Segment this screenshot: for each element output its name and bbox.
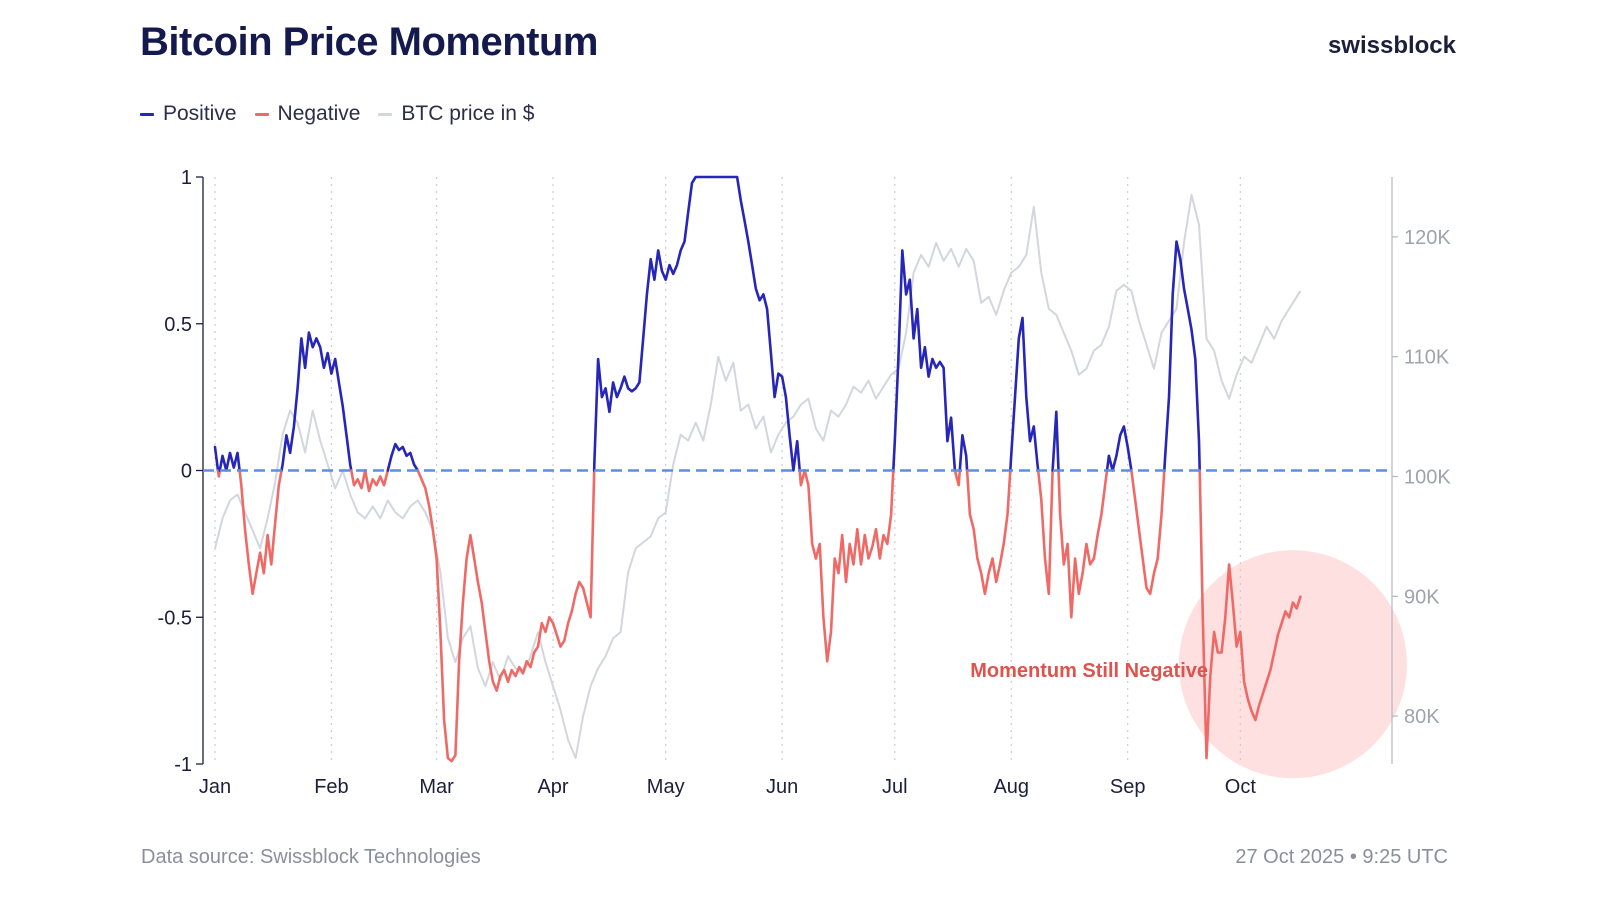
chart-legend: Positive Negative BTC price in $ — [140, 102, 552, 126]
momentum-positive-line — [386, 442, 420, 472]
annotation-momentum-negative: Momentum Still Negative — [970, 660, 1208, 682]
left-tick-label: -0.5 — [158, 607, 192, 629]
highlight-circle — [1178, 550, 1407, 779]
timestamp: 27 Oct 2025 • 9:25 UTC — [1235, 846, 1448, 868]
momentum-negative-line — [803, 469, 895, 663]
legend-item-negative: Negative — [254, 102, 361, 126]
x-tick-label-jan: Jan — [199, 776, 231, 798]
x-tick-label-feb: Feb — [314, 776, 348, 798]
left-tick-label: 0.5 — [164, 314, 192, 336]
momentum-positive-line — [280, 331, 353, 472]
left-tick-label: 0 — [181, 461, 192, 483]
legend-swatch-positive — [140, 112, 154, 116]
momentum-positive-line — [1009, 316, 1040, 472]
momentum-positive-line — [1163, 240, 1201, 472]
right-tick-label: 100K — [1404, 466, 1451, 488]
right-tick-label: 120K — [1404, 227, 1451, 249]
momentum-negative-line — [238, 469, 283, 596]
momentum-negative-line — [363, 469, 390, 493]
momentum-positive-line — [892, 249, 957, 472]
x-tick-label-mar: Mar — [419, 776, 454, 798]
momentum-positive-line — [1051, 410, 1060, 472]
momentum-negative-line — [350, 469, 367, 490]
legend-label-price: BTC price in $ — [401, 102, 535, 125]
x-tick-label-jun: Jun — [766, 776, 798, 798]
momentum-negative-line — [416, 469, 596, 763]
legend-swatch-negative — [254, 112, 269, 116]
momentum-negative-line — [1198, 469, 1302, 760]
momentum-negative-line — [1057, 469, 1109, 619]
x-tick-label-jul: Jul — [882, 776, 908, 798]
legend-item-price: BTC price in $ — [378, 102, 534, 126]
momentum-positive-line — [958, 434, 969, 472]
momentum-positive-line — [592, 175, 801, 472]
brand-logo: swissblock — [1327, 32, 1456, 59]
momentum-negative-line — [965, 469, 1012, 596]
right-tick-label: 80K — [1404, 706, 1440, 728]
legend-label-positive: Positive — [163, 102, 237, 125]
momentum-negative-line — [798, 469, 806, 487]
btc-price-line — [214, 194, 1302, 759]
momentum-negative-line — [1036, 469, 1054, 596]
momentum-negative-line — [953, 469, 962, 487]
right-tick-label: 90K — [1404, 586, 1440, 608]
right-tick-label: 110K — [1404, 347, 1450, 369]
legend-item-positive: Positive — [140, 102, 237, 126]
left-tick-label: 1 — [181, 167, 192, 189]
left-tick-label: -1 — [174, 754, 192, 776]
momentum-positive-line — [218, 451, 241, 472]
chart-title: Bitcoin Price Momentum — [140, 20, 598, 64]
legend-label-negative: Negative — [277, 102, 361, 125]
legend-swatch-price — [378, 112, 393, 116]
x-tick-label-aug: Aug — [993, 776, 1029, 798]
momentum-positive-line — [213, 445, 220, 472]
momentum-negative-line — [1130, 469, 1166, 596]
x-tick-label-may: May — [647, 776, 685, 798]
momentum-positive-line — [1105, 425, 1133, 472]
x-tick-label-apr: Apr — [537, 776, 568, 798]
momentum-negative-line — [216, 469, 222, 478]
data-source: Data source: Swissblock Technologies — [141, 846, 481, 868]
x-tick-label-sep: Sep — [1110, 776, 1146, 798]
x-tick-label-oct: Oct — [1225, 776, 1257, 798]
